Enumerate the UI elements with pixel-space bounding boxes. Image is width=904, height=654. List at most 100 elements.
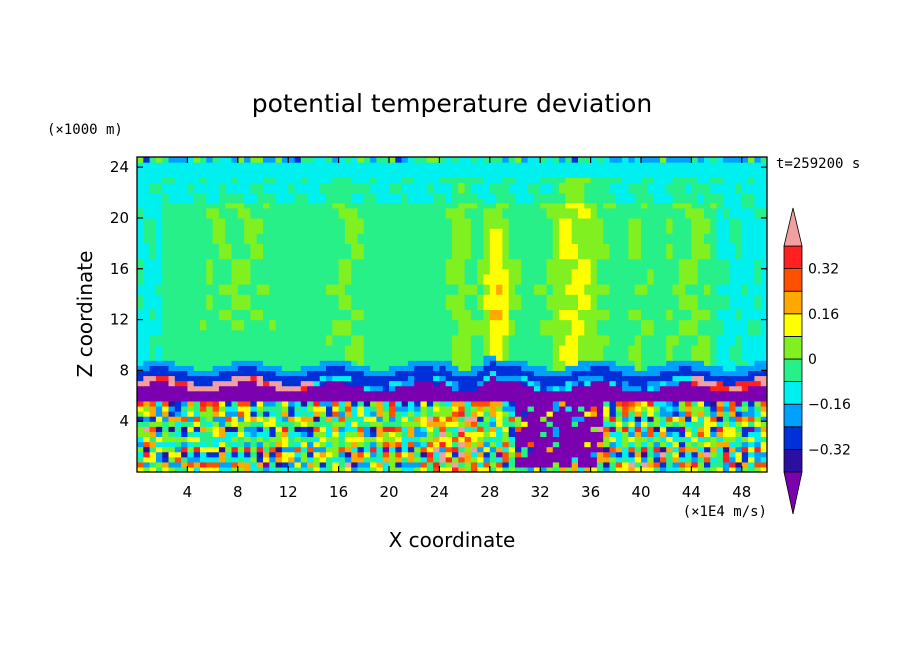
contour-cell (722, 350, 730, 356)
contour-cell (741, 446, 749, 453)
contour-cell (395, 446, 403, 453)
contour-cell (137, 319, 144, 326)
contour-cell (508, 253, 516, 260)
contour-cell (603, 461, 611, 468)
contour-cell (149, 334, 157, 341)
contour-cell (237, 278, 245, 285)
contour-cell (200, 380, 207, 387)
contour-cell (464, 263, 472, 270)
contour-cell (508, 248, 516, 255)
contour-cell (578, 314, 585, 321)
contour-cell (344, 344, 352, 351)
contour-cell (269, 253, 277, 260)
contour-cell (181, 309, 188, 316)
contour-cell (168, 268, 176, 275)
contour-cell (521, 390, 529, 397)
contour-cell (200, 385, 207, 392)
contour-cell (307, 238, 314, 244)
contour-cell (244, 284, 251, 290)
contour-cell (647, 441, 655, 448)
contour-cell (187, 228, 195, 234)
contour-cell (716, 400, 724, 407)
contour-cell (200, 370, 207, 377)
contour-cell (181, 365, 188, 371)
contour-cell (426, 405, 434, 412)
contour-cell (666, 233, 674, 239)
contour-cell (300, 451, 308, 458)
contour-cell (603, 370, 611, 377)
contour-cell (231, 228, 239, 234)
contour-cell (609, 278, 617, 285)
contour-cell (489, 466, 497, 472)
contour-cell (244, 289, 251, 295)
contour-cell (609, 431, 617, 438)
contour-cell (748, 258, 755, 265)
contour-cell (237, 456, 245, 463)
contour-cell (622, 451, 629, 458)
contour-cell (452, 400, 459, 407)
contour-cell (193, 344, 201, 351)
contour-cell (187, 370, 195, 377)
contour-cell (351, 360, 359, 366)
contour-cell (741, 416, 749, 422)
contour-cell (218, 375, 226, 382)
contour-cell (710, 258, 718, 265)
contour-cell (414, 329, 422, 336)
contour-cell (748, 253, 755, 260)
contour-cell (370, 217, 377, 224)
contour-cell (615, 466, 623, 472)
contour-cell (735, 375, 743, 382)
contour-cell (741, 441, 749, 448)
contour-cell (143, 431, 151, 438)
contour-cell (294, 253, 302, 260)
contour-cell (678, 446, 686, 453)
contour-cell (193, 233, 201, 239)
contour-cell (168, 253, 176, 260)
contour-cell (401, 421, 409, 427)
contour-cell (653, 223, 661, 229)
contour-cell (181, 355, 188, 361)
contour-cell (489, 258, 497, 265)
contour-cell (433, 451, 440, 458)
contour-cell (458, 339, 466, 346)
contour-cell (697, 421, 705, 427)
contour-cell (281, 289, 289, 295)
contour-cell (559, 299, 566, 305)
contour-cell (137, 258, 144, 265)
contour-cell (174, 268, 182, 275)
contour-cell (741, 370, 749, 377)
contour-cell (351, 228, 359, 234)
contour-cell (269, 350, 277, 356)
contour-cell (263, 385, 270, 392)
contour-cell (704, 350, 711, 356)
contour-cell (748, 400, 755, 407)
contour-cell (540, 284, 548, 290)
contour-cell (269, 375, 277, 382)
contour-cell (181, 431, 188, 438)
contour-cell (533, 390, 541, 397)
contour-cell (313, 466, 321, 472)
contour-cell (470, 375, 478, 382)
contour-cell (338, 370, 346, 377)
contour-cell (244, 395, 251, 402)
contour-cell (458, 355, 466, 361)
contour-cell (666, 339, 674, 346)
contour-cell (552, 405, 560, 412)
contour-cell (489, 263, 497, 270)
contour-cell (401, 309, 409, 316)
contour-cell (458, 390, 466, 397)
contour-cell (748, 268, 755, 275)
contour-cell (697, 233, 705, 239)
contour-cell (319, 416, 327, 422)
contour-cell (760, 456, 767, 463)
contour-cell (659, 319, 667, 326)
contour-cell (710, 233, 718, 239)
contour-cell (578, 431, 585, 438)
contour-cell (395, 258, 403, 265)
contour-cell (174, 421, 182, 427)
contour-cell (407, 350, 415, 356)
contour-cell (754, 339, 762, 346)
contour-cell (370, 258, 377, 265)
contour-cell (181, 405, 188, 412)
contour-cell (615, 405, 623, 412)
